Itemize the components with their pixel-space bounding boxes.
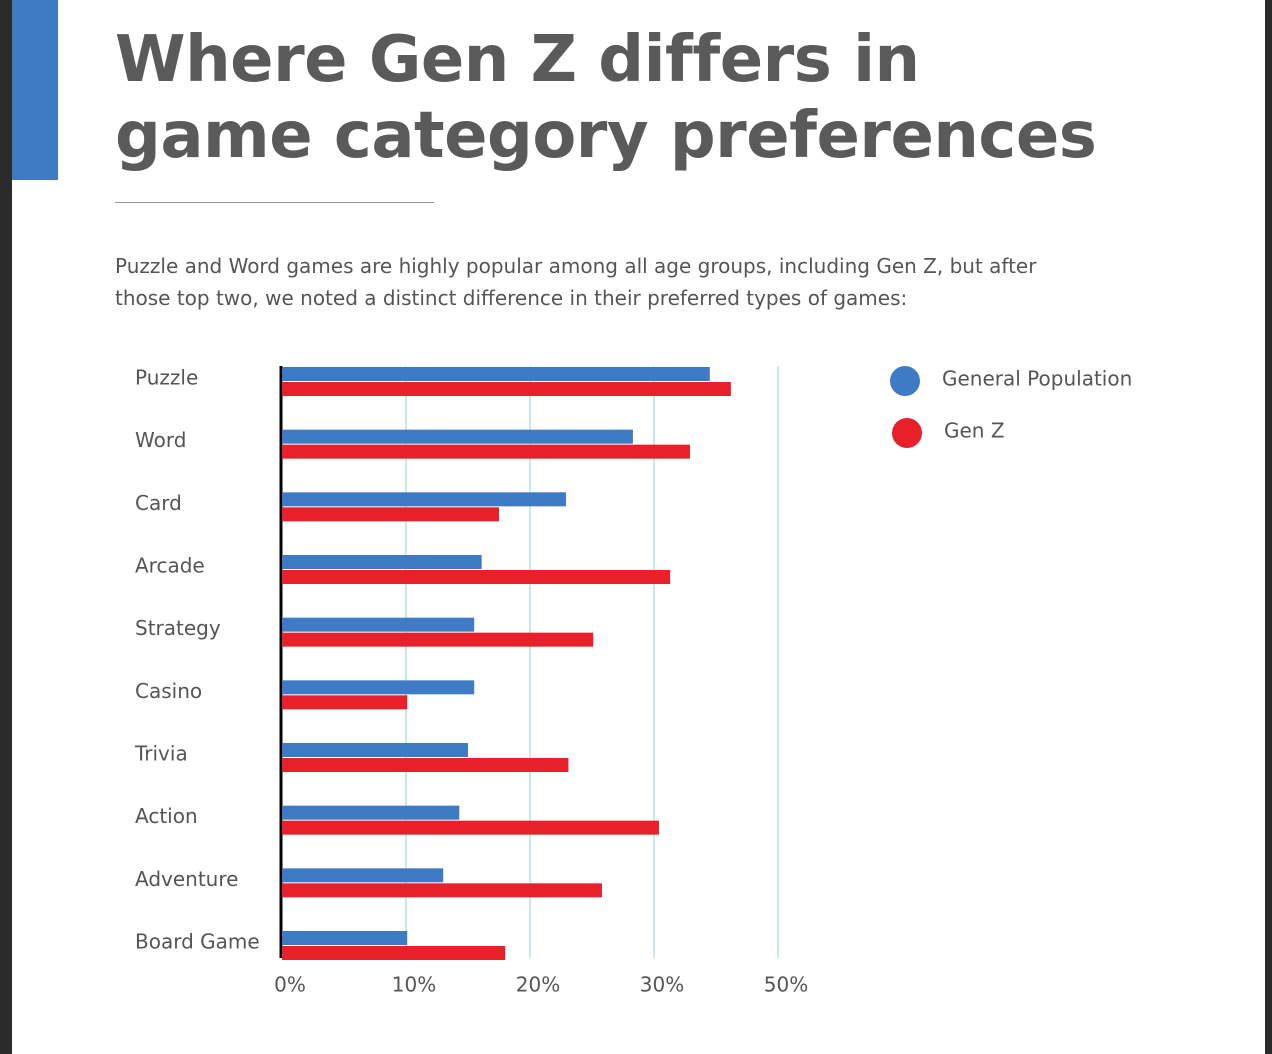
- legend-swatch: [890, 366, 920, 396]
- accent-bar: [12, 0, 58, 180]
- y-tick-label: Arcade: [135, 554, 205, 578]
- bar: [282, 695, 408, 710]
- bar: [282, 555, 482, 569]
- legend-swatch: [892, 418, 922, 448]
- bar: [282, 444, 690, 459]
- bar: [282, 805, 460, 820]
- bar: [282, 429, 633, 444]
- page: Where Gen Z differs in game category pre…: [12, 0, 1265, 1054]
- y-tick-label: Puzzle: [135, 366, 198, 390]
- bar: [282, 507, 499, 522]
- divider: [115, 202, 434, 203]
- y-tick-label: Board Game: [135, 930, 260, 954]
- y-tick-label: Casino: [135, 679, 202, 703]
- title: Where Gen Z differs in game category pre…: [115, 23, 1097, 173]
- y-tick-label: Word: [135, 428, 186, 452]
- y-tick-label: Adventure: [135, 867, 238, 891]
- bar: [282, 868, 444, 883]
- subtitle: Puzzle and Word games are highly popular…: [115, 254, 1037, 310]
- legend-label: Gen Z: [944, 419, 1005, 443]
- y-tick-label: Trivia: [134, 742, 188, 766]
- bar: [282, 632, 594, 647]
- bar: [282, 570, 671, 584]
- legend-label: General Population: [942, 367, 1132, 391]
- bar: [282, 367, 710, 381]
- bar: [282, 820, 659, 835]
- bar: [282, 946, 506, 960]
- bar: [282, 743, 468, 757]
- x-tick-label: 0%: [274, 973, 306, 997]
- bar: [282, 382, 731, 396]
- bar: [282, 617, 475, 632]
- y-tick-label: Strategy: [135, 616, 221, 640]
- y-tick-label: Card: [135, 491, 182, 515]
- x-tick-label: 50%: [764, 973, 808, 997]
- bar: [282, 758, 569, 772]
- bar: [282, 931, 408, 945]
- y-tick-label: Action: [135, 804, 198, 828]
- bar: [282, 680, 475, 695]
- x-tick-label: 30%: [640, 973, 684, 997]
- bar: [282, 883, 602, 898]
- x-tick-label: 20%: [516, 973, 560, 997]
- x-tick-label: 10%: [392, 973, 436, 997]
- bar: [282, 492, 566, 507]
